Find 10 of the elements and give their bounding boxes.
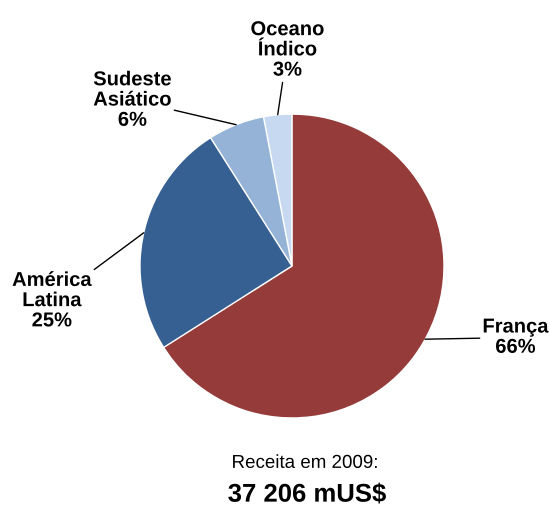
data-label: 25% bbox=[32, 312, 72, 327]
data-label: 6% bbox=[118, 112, 146, 126]
data-label: 66% bbox=[496, 338, 536, 353]
slice-label: Oceano Índico bbox=[251, 21, 324, 56]
slice-label: América Latina bbox=[12, 271, 92, 306]
data-label: 3% bbox=[273, 62, 302, 76]
slice-label: Sudeste Asiático bbox=[94, 70, 171, 106]
text: Receita em 2009: bbox=[233, 454, 377, 468]
slice-label: França bbox=[484, 318, 549, 337]
text: 37 206 mUS$ bbox=[228, 482, 386, 504]
